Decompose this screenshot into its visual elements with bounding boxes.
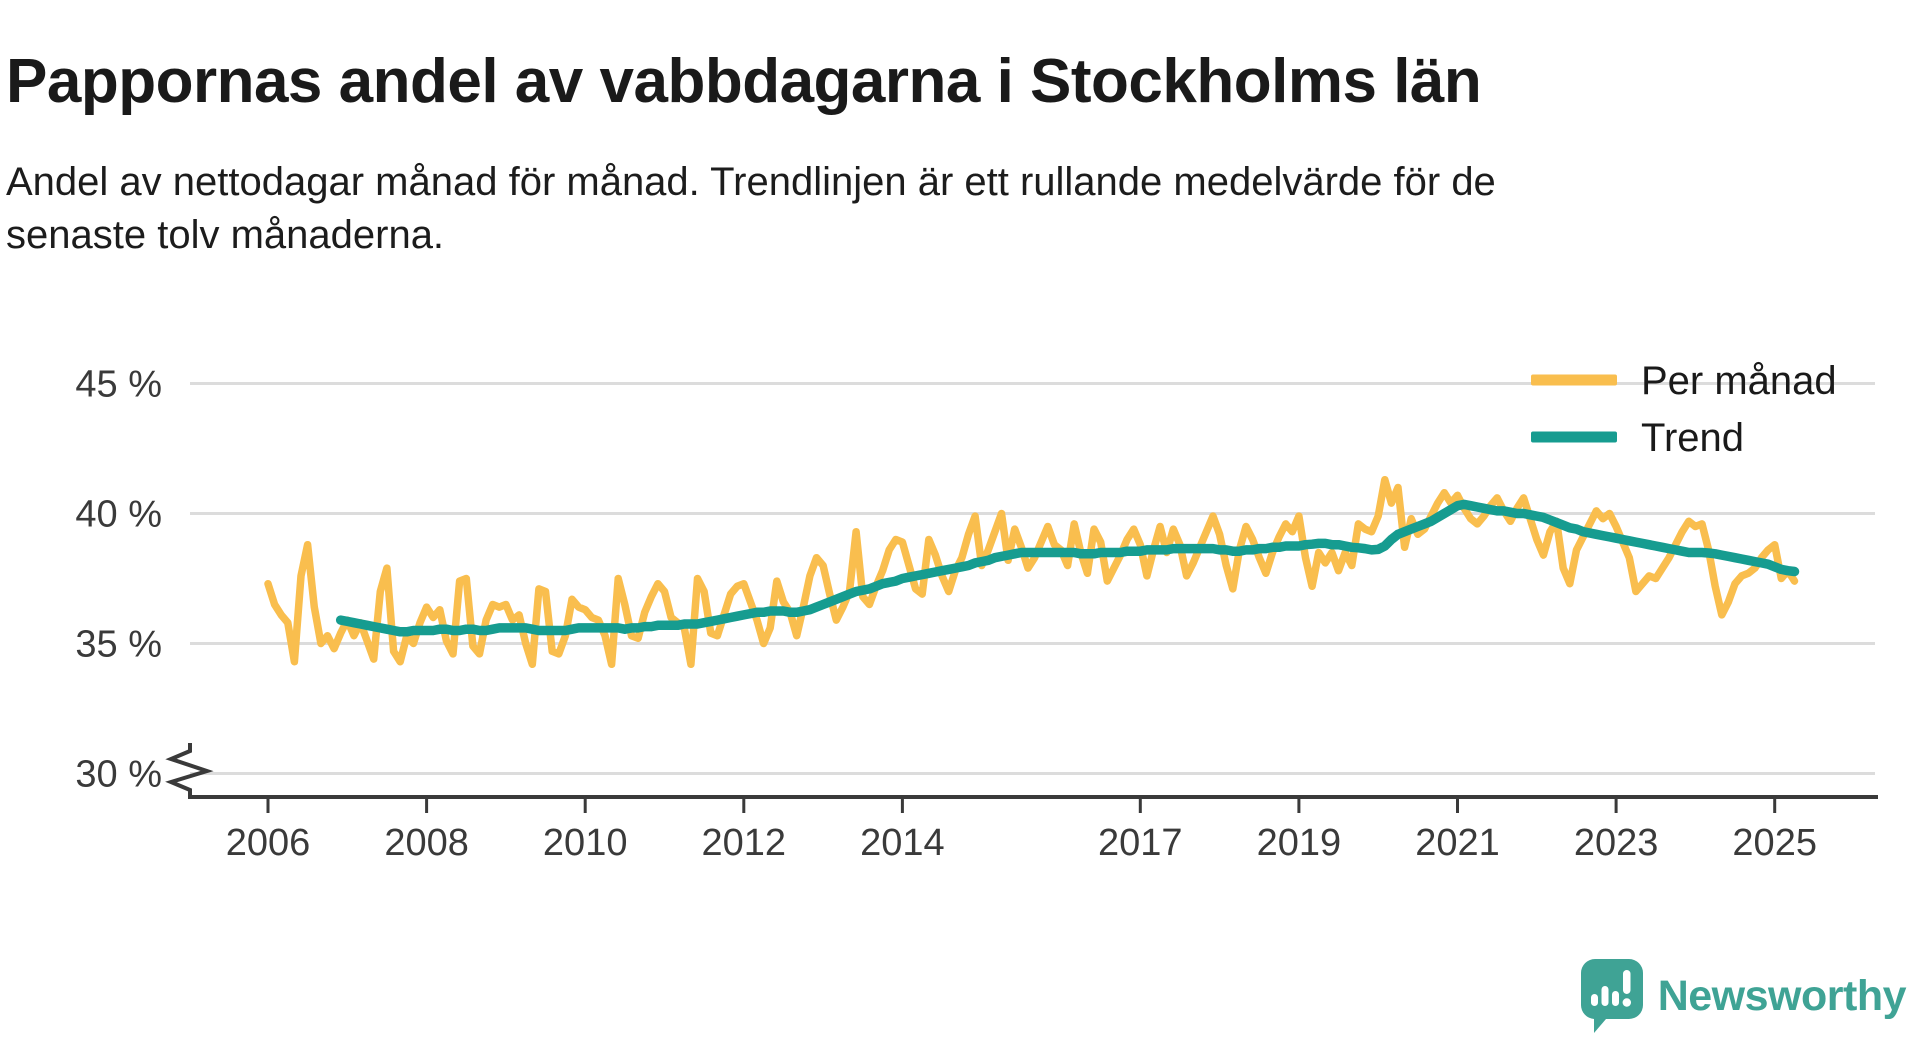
bar-chart-speech-bubble-icon bbox=[1580, 959, 1643, 1033]
y-tick-label: 45 % bbox=[75, 364, 162, 406]
y-tick-label: 35 % bbox=[75, 624, 162, 666]
axis-break-icon bbox=[165, 743, 214, 799]
y-tick-label: 30 % bbox=[75, 754, 162, 796]
legend-swatch-2 bbox=[1531, 431, 1617, 443]
series-line-trend bbox=[335, 499, 1800, 637]
page-title: Pappornas andel av vabbdagarna i Stockho… bbox=[6, 46, 1482, 116]
legend-label: Per månad bbox=[1641, 359, 1837, 403]
newsworthy-logo-text: Newsworthy bbox=[1657, 971, 1907, 1020]
x-tick-label: 2017 bbox=[1098, 822, 1183, 864]
newsworthy-logo: Newsworthy bbox=[1580, 958, 1907, 1034]
series-line-per-m-nad bbox=[264, 475, 1799, 669]
x-tick-label: 2025 bbox=[1732, 822, 1817, 864]
x-tick-label: 2012 bbox=[702, 822, 787, 864]
x-tick-label: 2010 bbox=[543, 822, 628, 864]
x-tick-label: 2014 bbox=[860, 822, 945, 864]
x-tick-label: 2021 bbox=[1415, 822, 1500, 864]
x-tick-label: 2006 bbox=[226, 822, 311, 864]
x-tick-label: 2019 bbox=[1257, 822, 1342, 864]
legend-swatch-1 bbox=[1531, 374, 1617, 386]
y-tick-label: 40 % bbox=[75, 494, 162, 536]
page-subtitle: Andel av nettodagar månad för månad. Tre… bbox=[6, 160, 1496, 257]
legend-label: Trend bbox=[1641, 416, 1744, 460]
x-tick-label: 2008 bbox=[384, 822, 469, 864]
x-tick-label: 2023 bbox=[1574, 822, 1659, 864]
